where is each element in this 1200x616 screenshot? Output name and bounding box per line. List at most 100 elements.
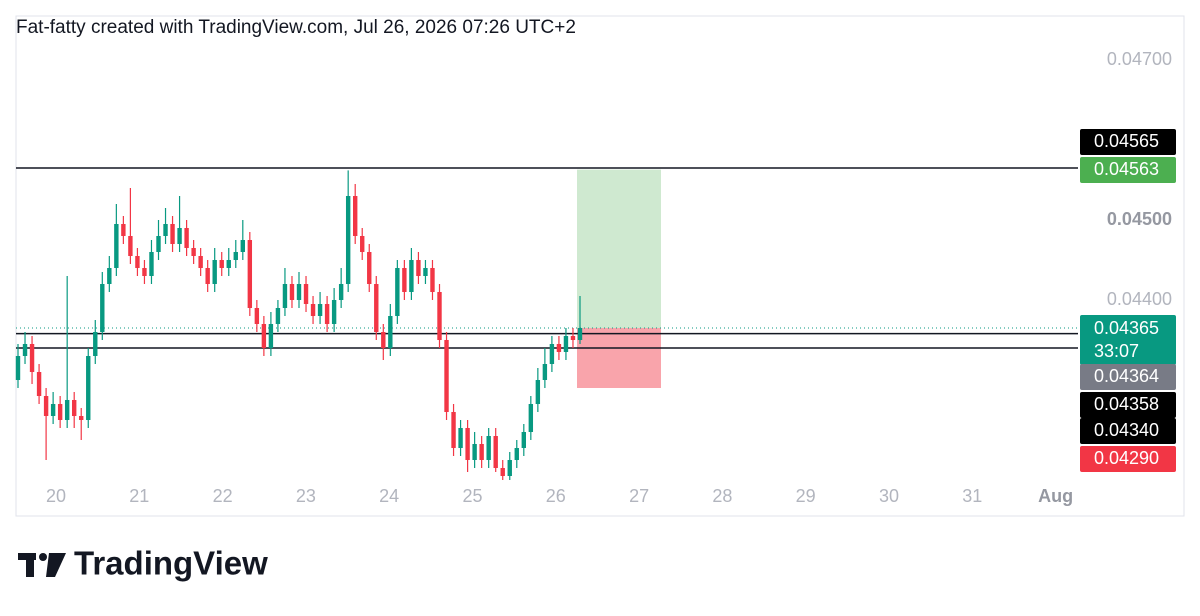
candle-body [437,292,442,340]
price-label: 0.04563 [1094,159,1159,179]
price-label: 0.04340 [1094,420,1159,440]
x-tick-label: 22 [213,486,233,506]
candle-body [107,268,112,284]
candle-body [86,356,91,420]
candle-body [50,404,56,416]
candle-body [535,380,541,404]
candle-body [395,268,400,316]
candle-body [500,468,505,476]
price-label: 0.04290 [1094,448,1159,468]
candle-body [128,236,133,256]
candle-body [430,268,435,292]
candle-body [261,324,267,348]
candle-body [57,404,63,420]
price-label: 0.04364 [1094,366,1159,386]
candle-body [121,224,126,236]
candle-body [247,240,253,308]
price-label: 0.04565 [1094,131,1159,151]
x-tick-label: 30 [879,486,899,506]
candle-body [345,196,351,284]
logo-icon [18,553,66,577]
candle-body [486,436,491,460]
candle-body [114,224,119,268]
candle-body [367,252,372,284]
price-label-box [1080,315,1176,365]
candle-body [577,328,583,340]
candle-body [36,372,42,396]
candle-body [184,228,189,248]
x-tick-label: 24 [379,486,399,506]
candle-body [177,228,182,244]
candle-body [542,364,548,380]
x-tick-label: 20 [46,486,66,506]
candle-body [416,260,421,276]
x-tick-label: 28 [712,486,732,506]
x-tick-label: 29 [796,486,816,506]
y-tick-label: 0.04500 [1107,209,1172,229]
candle-body [317,304,323,316]
candle-body [72,400,77,416]
candle-body [233,252,238,260]
x-tick-label: 27 [629,486,649,506]
candle-body [205,268,210,284]
candle-body [310,304,316,316]
candle-body [563,336,569,352]
candle-body [479,444,484,460]
candle-body [360,236,365,252]
candle-body [353,196,358,236]
price-label-box [1080,418,1176,444]
x-tick-label: 23 [296,486,316,506]
candle-body [29,344,35,372]
price-label-box [1080,129,1176,155]
candle-body [226,260,231,268]
candle-body [570,336,576,340]
candle-body [549,344,555,364]
logo-text: TradingView [74,545,268,582]
candle-body [198,256,203,268]
candle-body [268,324,274,348]
loss-zone [577,328,661,388]
candle-body [191,248,196,256]
candle-body [22,344,28,356]
candle-body [43,396,49,416]
candle-body [100,284,105,332]
price-label-box [1080,446,1176,472]
candle-body [381,332,386,348]
candle-body [135,256,140,268]
candle-body [254,308,260,324]
candle-body [507,460,512,476]
x-tick-label: 26 [546,486,566,506]
candle-body [142,268,147,276]
attribution: Fat-fatty created with TradingView.com, … [16,17,576,38]
candle-body [409,260,414,292]
x-tick-label: 25 [462,486,482,506]
candle-body [170,224,175,244]
x-tick-label: 21 [129,486,149,506]
candle-body [521,432,526,448]
candle-body [451,412,456,448]
candle-body [388,316,393,348]
price-label-box [1080,364,1176,390]
price-label: 0.04358 [1094,394,1159,414]
candle-body [331,300,337,324]
candle-body [289,284,295,300]
candle-body [514,448,519,460]
candle-body [240,240,245,252]
candle-body [219,260,224,268]
candle-body [338,284,344,300]
candle-body [275,308,281,324]
y-tick-label: 0.04400 [1107,289,1172,309]
candle-body [282,284,288,308]
candle-body [79,416,84,420]
candle-body [458,428,463,448]
candle-body [212,260,217,284]
candle-body [556,344,562,352]
candle-body [528,404,534,432]
countdown: 33:07 [1094,341,1139,361]
candle-body [296,284,302,300]
y-tick-label: 0.04700 [1107,49,1172,69]
candle-body [423,268,428,276]
candle-body [472,444,477,460]
candle-body [15,356,21,380]
